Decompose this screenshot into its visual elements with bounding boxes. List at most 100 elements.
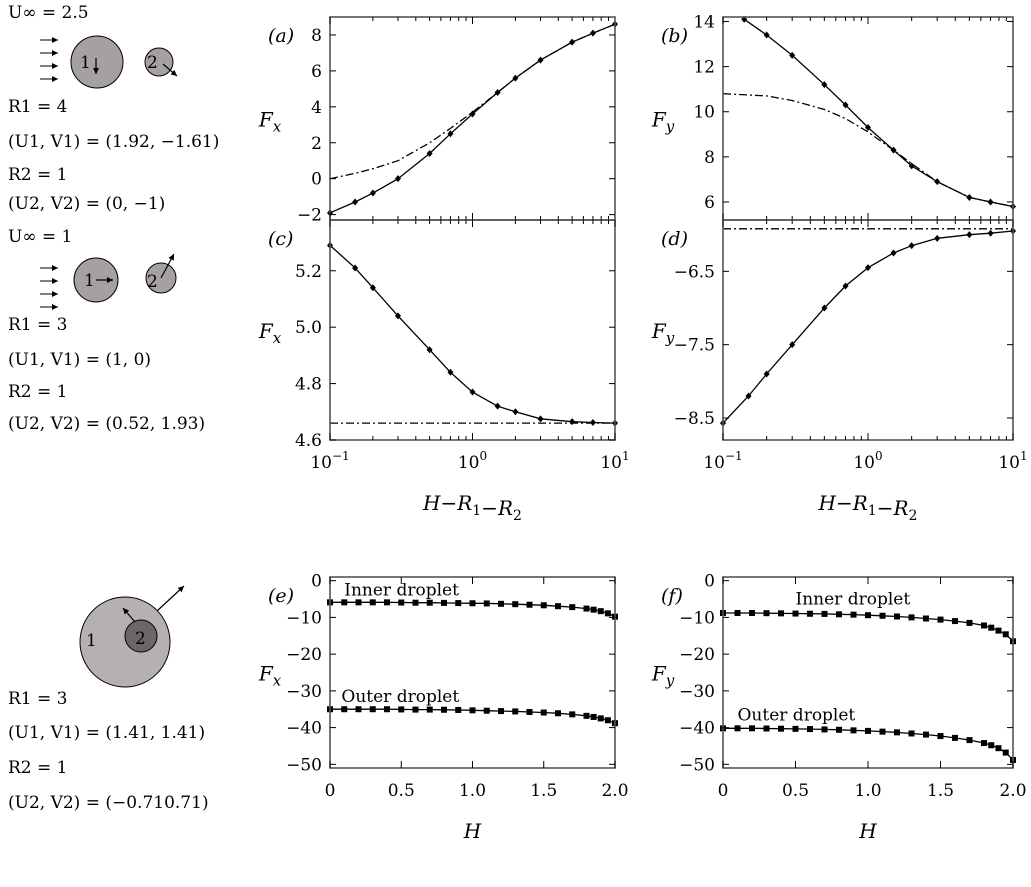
data-point <box>821 610 828 617</box>
data-point <box>394 312 401 320</box>
data-point <box>398 706 405 713</box>
data-point <box>966 619 973 626</box>
annotation: Inner droplet <box>796 590 911 610</box>
case2-uv1: (U1, V1) = (1, 0) <box>8 350 151 370</box>
panel-label: (b) <box>661 25 688 47</box>
data-point <box>763 725 770 732</box>
data-point <box>749 725 755 732</box>
data-point <box>850 727 857 734</box>
y-tick-label: 8 <box>704 148 715 168</box>
data-point <box>749 609 755 616</box>
data-point <box>604 717 611 724</box>
data-point <box>894 729 900 736</box>
data-point <box>908 242 915 250</box>
data-point <box>934 178 941 186</box>
droplet-1 <box>70 35 124 89</box>
data-point <box>988 742 995 749</box>
panel-label: (a) <box>268 25 294 47</box>
droplet-2 <box>124 619 158 653</box>
y-tick-label: −20 <box>679 645 715 665</box>
data-point <box>966 737 973 744</box>
data-point <box>369 284 376 292</box>
data-point <box>369 706 376 713</box>
plot-frame <box>722 16 1014 221</box>
case3-r1: R1 = 3 <box>8 689 67 709</box>
data-point <box>469 600 476 607</box>
data-point <box>908 730 915 737</box>
data-point <box>426 599 433 606</box>
x-axis-label: H <box>858 819 877 843</box>
data-point <box>352 264 359 272</box>
droplet-1 <box>79 596 171 688</box>
data-point <box>836 726 842 733</box>
data-point <box>604 610 611 617</box>
data-point <box>569 711 576 718</box>
chart-panel-4: 0−10−20−30−40−500 0.5 1.0 1.5 2.0(e)FxHInner… <box>258 572 629 843</box>
data-point <box>850 611 857 618</box>
data-point <box>987 229 994 237</box>
droplet-1-label: 1 <box>86 631 97 651</box>
data-point <box>569 418 576 426</box>
data-point <box>745 392 752 400</box>
data-point <box>836 611 842 618</box>
y-tick-label: −10 <box>286 608 322 628</box>
y-axis-label: Fy <box>651 319 675 347</box>
x-tick-label: 100 <box>458 449 487 473</box>
data-point <box>821 726 828 733</box>
y-tick-label: 4.6 <box>295 431 322 451</box>
y-tick-label: 6 <box>704 193 715 213</box>
data-point <box>923 731 929 738</box>
annotation: Outer droplet <box>738 705 856 725</box>
y-axis-label: Fx <box>258 108 282 136</box>
data-point <box>890 249 897 257</box>
data-point <box>583 605 590 612</box>
y-tick-label: −40 <box>286 719 322 739</box>
data-point <box>483 600 490 607</box>
series-line <box>722 230 1014 424</box>
y-tick-label: −30 <box>679 682 715 702</box>
y-tick-label: −8.5 <box>674 409 715 429</box>
data-point <box>590 606 597 613</box>
plot-frame <box>329 219 616 441</box>
panel-label: (c) <box>268 228 293 250</box>
data-point <box>995 745 1002 752</box>
y-axis-label: Fy <box>651 108 675 136</box>
y-tick-label: 5.0 <box>295 318 322 338</box>
data-point <box>908 614 915 621</box>
data-point <box>763 370 770 378</box>
data-point <box>879 612 886 619</box>
data-point <box>842 282 849 290</box>
droplet-2-label: 2 <box>135 629 146 649</box>
data-point <box>763 610 770 617</box>
chart-panel-2: 4.6 4.8 5.0 5.2 10−1 100 101 (c) Fx H−R1−R2 <box>258 219 630 524</box>
panel-label: (d) <box>661 228 688 250</box>
droplet-1-label: 1 <box>80 53 91 73</box>
y-tick-label: −7.5 <box>674 336 715 356</box>
data-point <box>412 706 419 713</box>
chart-panel-0: −2 0 2 4 6 8 (a) Fx <box>258 16 618 226</box>
case2-r2: R2 = 1 <box>8 382 67 402</box>
data-point <box>569 604 576 611</box>
data-point <box>865 264 871 272</box>
y-axis-label: Fx <box>258 662 282 690</box>
x-tick-label: 1.5 <box>927 781 954 801</box>
data-point <box>469 388 476 396</box>
y-tick-label: −20 <box>286 645 322 665</box>
x-tick-label: 0 <box>718 781 729 801</box>
droplet-2-label: 2 <box>147 53 158 73</box>
charts-area: −202468(a)Fx68101214(b)Fy4.64.85.05.210−… <box>258 13 1028 843</box>
data-point <box>1002 749 1009 756</box>
data-point <box>426 150 433 158</box>
velocity-arrow <box>160 253 175 279</box>
data-point <box>398 599 405 606</box>
data-point <box>865 727 871 734</box>
data-point <box>952 618 958 625</box>
y-tick-label: 4 <box>311 98 322 118</box>
plot-frame <box>329 16 616 221</box>
velocity-arrow <box>162 63 178 77</box>
y-tick-label: 5.2 <box>295 262 322 282</box>
data-point <box>937 733 944 740</box>
case1-uv1: (U1, V1) = (1.92, −1.61) <box>8 132 219 152</box>
data-point <box>526 708 533 715</box>
y-tick-label: −40 <box>679 719 715 739</box>
